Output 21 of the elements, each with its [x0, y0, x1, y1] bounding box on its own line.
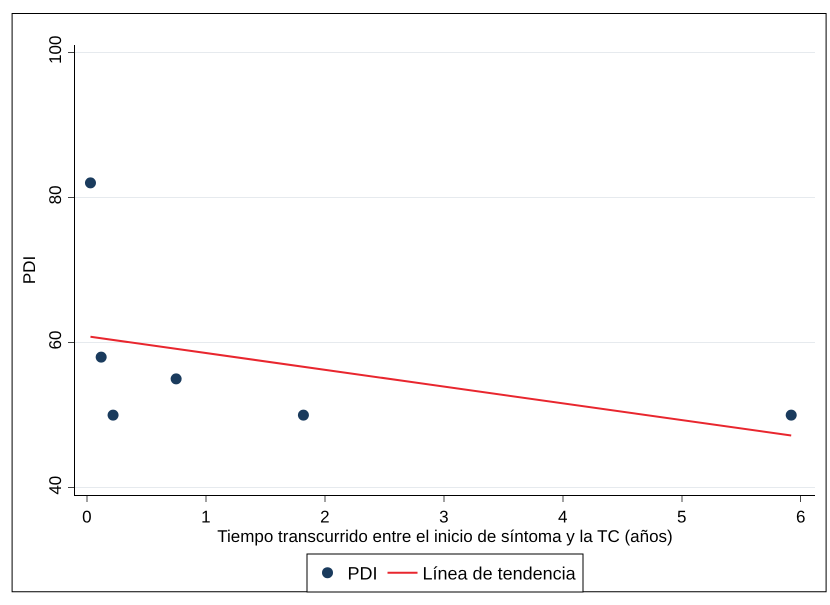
x-tick-label: 0	[82, 507, 92, 526]
x-tick-label: 2	[320, 507, 330, 526]
x-tick-label: 3	[439, 507, 449, 526]
point	[96, 352, 107, 363]
y-tick-label: 40	[46, 476, 66, 495]
y-tick-label: 60	[46, 330, 66, 350]
point	[170, 373, 182, 384]
legend-label: PDI	[348, 564, 378, 584]
legend-label: Línea de tendencia	[422, 564, 577, 584]
x-tick-label: 6	[796, 507, 806, 526]
point	[108, 410, 119, 421]
x-tick-label: 5	[677, 507, 686, 526]
point	[298, 410, 309, 421]
y-axis-title: PDI	[20, 256, 39, 284]
point	[786, 410, 797, 421]
x-tick-label: 1	[201, 507, 211, 526]
point	[84, 177, 96, 188]
y-tick-label: 80	[46, 185, 66, 204]
y-tick-label: 100	[46, 36, 66, 64]
x-tick-label: 4	[558, 507, 568, 526]
x-axis-title: Tiempo transcurrido entre el inicio de síntoma y la TC (años)	[217, 526, 673, 546]
